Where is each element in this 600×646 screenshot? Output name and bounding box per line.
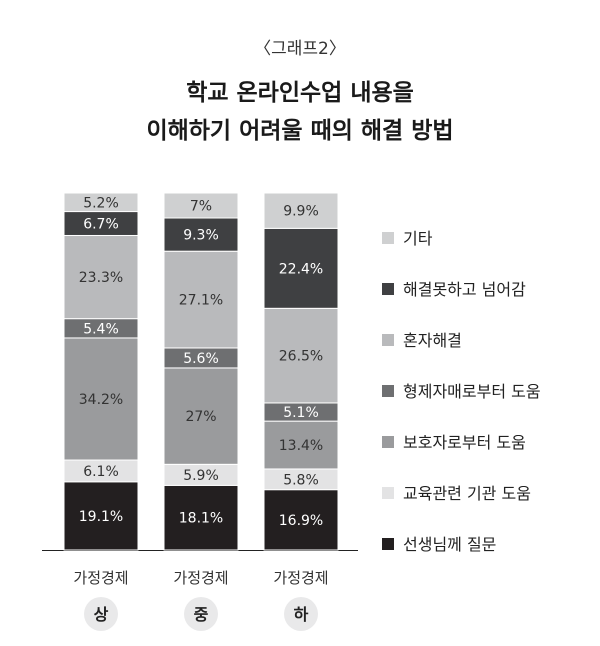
data-label: 9.9% (283, 204, 319, 220)
data-label: 5.6% (183, 351, 219, 367)
data-label: 27% (185, 409, 216, 425)
data-label: 16.9% (279, 513, 323, 529)
data-label: 23.3% (79, 270, 123, 286)
legend-swatch (382, 232, 394, 244)
data-label: 13.4% (279, 438, 323, 454)
data-label: 6.7% (83, 217, 119, 233)
bar-segment (163, 484, 239, 551)
data-label: 22.4% (279, 261, 323, 277)
bar-segment (263, 420, 339, 470)
data-label: 26.5% (279, 349, 323, 365)
data-label: 5.1% (283, 405, 319, 421)
bar-segment (263, 489, 339, 551)
legend-label: 기타 (403, 229, 433, 248)
chart-title-line-2: 이해하기 어려울 때의 해결 방법 (146, 118, 454, 144)
legend-swatch (382, 487, 394, 499)
bar-segment (263, 307, 339, 404)
legend-label: 혼자해결 (403, 331, 462, 350)
level-badge (284, 597, 318, 631)
legend-label: 보호자로부터 도움 (403, 433, 526, 452)
bar-segment (263, 192, 339, 229)
data-label: 27.1% (179, 293, 223, 309)
legend-swatch (382, 538, 394, 550)
level-badge (84, 597, 118, 631)
data-label: 5.4% (83, 321, 119, 337)
data-label: 18.1% (179, 511, 223, 527)
legend-swatch (382, 436, 394, 448)
data-label: 5.2% (83, 195, 119, 211)
bar-segment (163, 367, 239, 465)
category-label: 가정경제 (273, 569, 328, 587)
chart-caption: 〈그래프2〉 (254, 39, 346, 59)
legend-label: 선생님께 질문 (403, 535, 496, 554)
chart-title: 학교 온라인수업 내용을 이해하기 어려울 때의 해결 방법 (0, 74, 600, 150)
level-label: 중 (194, 605, 209, 624)
data-label: 9.3% (183, 228, 219, 244)
data-label: 6.1% (83, 464, 119, 480)
level-label: 하 (294, 605, 309, 624)
legend-swatch (382, 334, 394, 346)
level-label: 상 (94, 605, 109, 624)
bar-segment (163, 192, 239, 219)
category-label: 가정경제 (173, 569, 228, 587)
data-label: 5.8% (283, 472, 319, 488)
legend-label: 형제자매로부터 도움 (403, 382, 541, 401)
data-label: 7% (190, 198, 212, 214)
level-badge (184, 597, 218, 631)
bar-segment (163, 250, 239, 349)
bar-segment (63, 192, 139, 213)
bar-segment (63, 337, 139, 461)
data-label: 5.9% (183, 468, 219, 484)
category-label: 가정경제 (73, 569, 128, 587)
data-label: 19.1% (79, 509, 123, 525)
legend-swatch (382, 283, 394, 295)
bar-segment (63, 234, 139, 320)
legend-swatch (382, 385, 394, 397)
data-label: 34.2% (79, 392, 123, 408)
legend-label: 해결못하고 넘어감 (403, 280, 526, 299)
legend-label: 교육관련 기관 도움 (403, 484, 531, 503)
chart-title-line-1: 학교 온라인수업 내용을 (186, 80, 414, 106)
bar-segment (163, 217, 239, 252)
